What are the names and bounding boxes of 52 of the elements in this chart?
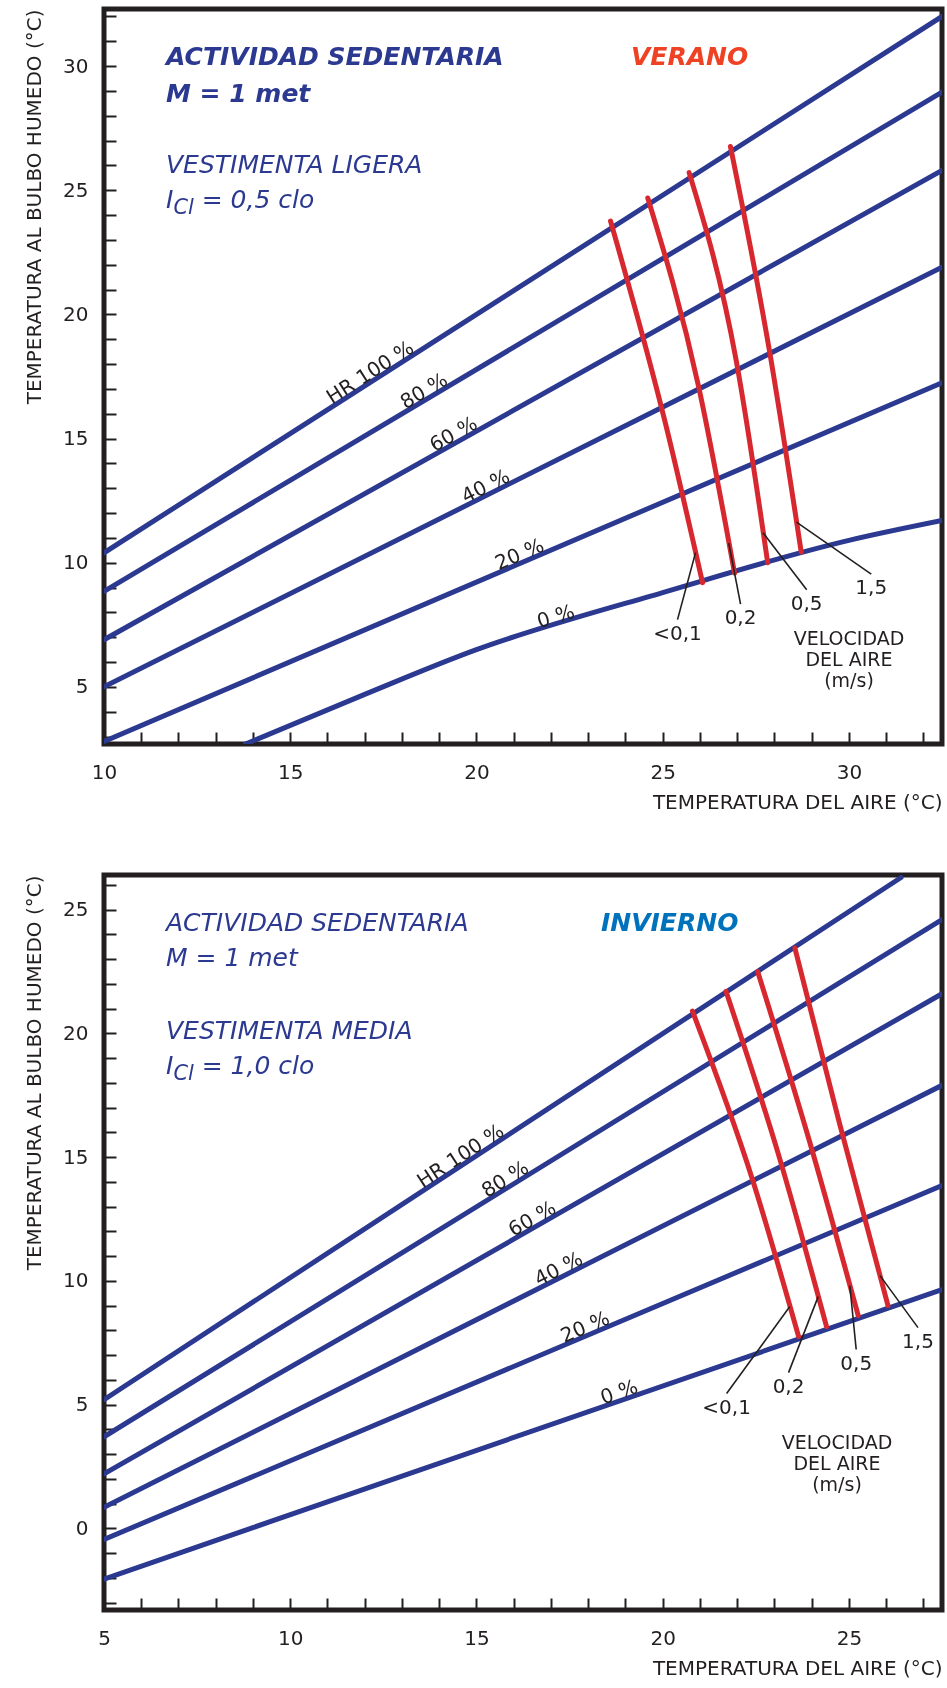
y-axis-title: TEMPERATURA AL BULBO HUMEDO (°C) — [22, 875, 47, 1272]
text: 40 % — [530, 1246, 587, 1291]
annotation: VELOCIDAD DEL AIRE (m/s) — [792, 627, 906, 691]
x-tick-label: 20 — [464, 759, 490, 784]
y-tick-label: 30 — [63, 53, 89, 78]
annotation: I$_{Cl}$ = 0,5 clo — [166, 184, 315, 219]
y-tick-label: 5 — [75, 674, 89, 699]
y-tick-label: 25 — [63, 897, 89, 922]
x-tick-label: 15 — [464, 1625, 490, 1650]
series-label: 0,5 — [790, 590, 823, 615]
text: 0 % — [597, 1374, 641, 1410]
x-tick-label: 15 — [278, 759, 304, 784]
y-tick-label: 10 — [63, 1268, 89, 1293]
annotation: VESTIMENTA MEDIA — [166, 1016, 413, 1046]
y-tick-label: 20 — [63, 1020, 89, 1045]
y-tick-label: 10 — [63, 550, 89, 575]
y-tick-label: 0 — [75, 1515, 89, 1540]
x-tick-label: 5 — [98, 1625, 111, 1650]
series-label: 1,5 — [902, 1328, 934, 1353]
x-tick-label: 30 — [836, 759, 863, 784]
y-tick-label: 15 — [63, 1144, 89, 1169]
x-tick-label: 25 — [650, 759, 676, 784]
x-axis-title: TEMPERATURA DEL AIRE (°C) — [651, 1655, 943, 1680]
annotation: ACTIVIDAD SEDENTARIA — [166, 42, 504, 72]
text: 0,2 — [772, 1373, 805, 1398]
x-tick-label: 10 — [91, 759, 118, 784]
annotation: M = 1 met — [166, 943, 298, 973]
x-axis-title: TEMPERATURA DEL AIRE (°C) — [651, 789, 943, 814]
y-axis-title: TEMPERATURA AL BULBO HUMEDO (°C) — [22, 9, 47, 406]
annotation: INVIERNO — [601, 908, 739, 938]
x-tick-label: 20 — [650, 1625, 676, 1650]
annotation: VESTIMENTA LIGERA — [166, 150, 423, 180]
text: 1,5 — [855, 575, 888, 600]
y-tick-label: 15 — [63, 426, 89, 451]
text: 20 % — [491, 532, 548, 575]
series-label: <0,1 — [653, 620, 702, 645]
annotation: I$_{Cl}$ = 1,0 clo — [166, 1050, 315, 1085]
annotation: ACTIVIDAD SEDENTARIA — [166, 908, 469, 938]
text: <0,1 — [702, 1394, 751, 1419]
annotation: M = 1 met — [166, 79, 311, 109]
series-label: 0,5 — [840, 1350, 873, 1375]
y-tick-label: 20 — [63, 301, 89, 326]
y-tick-label: 5 — [75, 1392, 89, 1417]
text: 40 % — [457, 463, 514, 508]
x-tick-label: 10 — [278, 1625, 304, 1650]
text: 20 % — [556, 1305, 613, 1348]
annotation: VERANO — [631, 42, 749, 72]
x-tick-label: 25 — [836, 1625, 863, 1650]
text: 0 % — [533, 598, 578, 634]
series-label: 0,2 — [724, 605, 757, 630]
y-tick-label: 25 — [63, 177, 89, 202]
annotation: VELOCIDAD DEL AIRE (m/s) — [780, 1431, 894, 1495]
